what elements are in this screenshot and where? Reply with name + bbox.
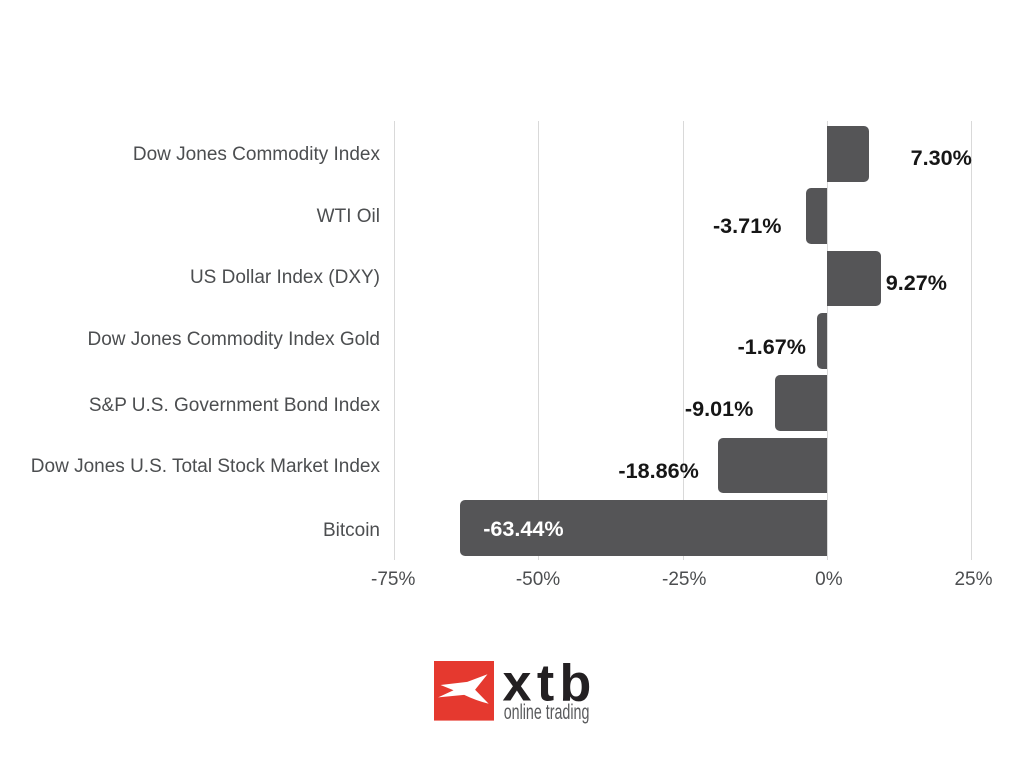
svg-text:xtb: xtb — [503, 655, 597, 713]
svg-text:online trading: online trading — [504, 701, 590, 724]
